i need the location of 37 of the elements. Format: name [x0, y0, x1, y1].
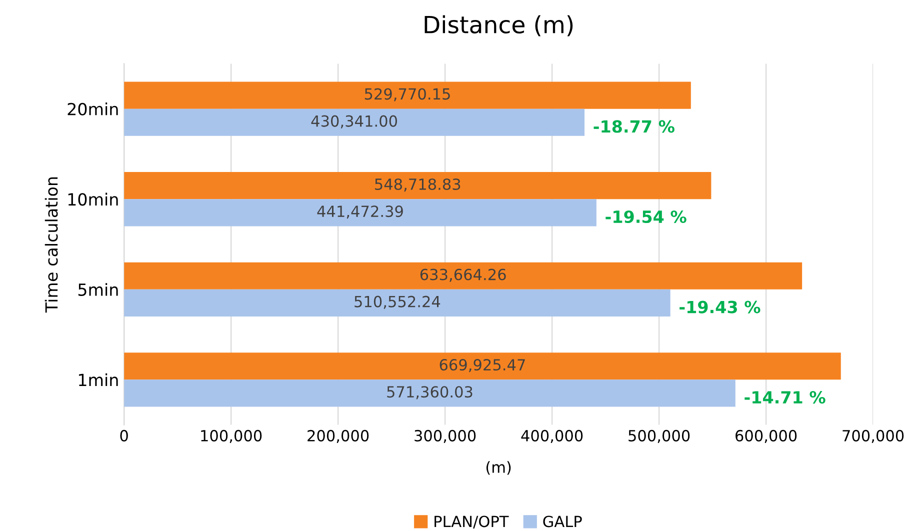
x-tick-label: 400,000	[521, 430, 583, 444]
annotation: -18.77 %	[594, 120, 674, 133]
x-tick-label: 200,000	[308, 430, 369, 444]
x-tick-label: 700,000	[842, 430, 904, 444]
data-label: 510,552.24	[354, 296, 440, 309]
x-axis-title: (m)	[486, 461, 511, 475]
bar	[124, 108, 585, 136]
annotation: -14.71 %	[744, 390, 826, 404]
bar	[124, 352, 841, 380]
bar	[124, 199, 596, 226]
data-label: 669,925.47	[440, 359, 525, 372]
y-axis-title: Time calculation	[44, 177, 58, 313]
y-tick-label: 5min	[78, 283, 118, 296]
bar	[124, 380, 736, 407]
legend-label: PLAN/OPT	[434, 516, 509, 528]
x-tick-label: 300,000	[414, 430, 476, 444]
annotation: -19.54 %	[606, 210, 686, 224]
x-tick-label: 600,000	[736, 430, 797, 444]
bar	[124, 262, 802, 290]
data-label: 571,360.03	[387, 386, 472, 400]
data-label: 430,341.00	[311, 115, 398, 128]
y-tick-label: 1min	[79, 373, 118, 386]
bar	[124, 172, 712, 200]
data-label: 441,472.39	[317, 206, 403, 219]
y-tick-label: 20min	[68, 102, 118, 116]
x-tick-label: 0	[120, 430, 128, 442]
x-tick-label: 100,000	[201, 430, 262, 444]
data-label: 633,664.26	[420, 268, 506, 282]
bar	[124, 82, 691, 109]
legend-label: GALP	[543, 516, 582, 528]
annotation: -19.43 %	[680, 300, 760, 314]
data-label: 548,718.83	[375, 178, 460, 192]
y-tick-label: 10min	[68, 192, 118, 206]
x-tick-label: 500,000	[628, 430, 690, 444]
chart-title: Distance (m)	[424, 15, 573, 36]
bar	[124, 289, 670, 316]
data-label: 529,770.15	[364, 88, 450, 102]
